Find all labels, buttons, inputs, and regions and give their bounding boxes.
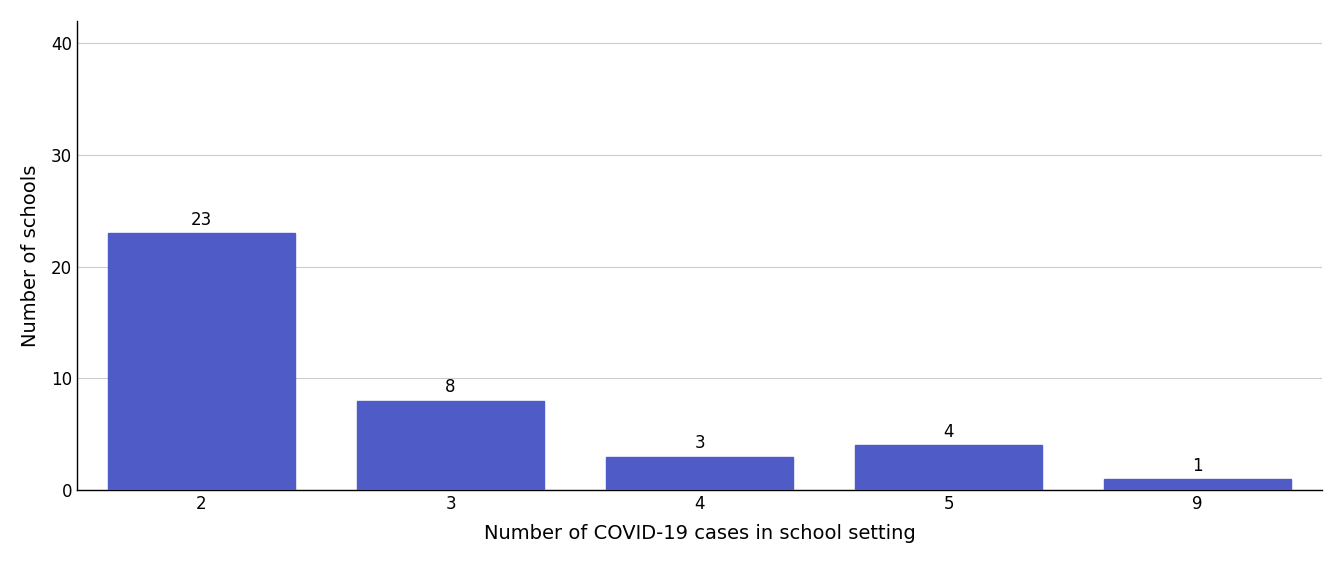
Bar	[855, 446, 1042, 490]
Text: 1: 1	[1193, 456, 1203, 474]
Bar	[1104, 479, 1291, 490]
Bar	[357, 401, 544, 490]
Y-axis label: Number of schools: Number of schools	[21, 164, 40, 347]
Text: 4: 4	[943, 423, 954, 441]
X-axis label: Number of COVID-19 cases in school setting: Number of COVID-19 cases in school setti…	[483, 524, 916, 543]
Text: 3: 3	[694, 434, 705, 452]
Text: 23: 23	[191, 211, 212, 228]
Bar	[107, 233, 295, 490]
Bar	[606, 457, 792, 490]
Text: 8: 8	[446, 378, 455, 396]
